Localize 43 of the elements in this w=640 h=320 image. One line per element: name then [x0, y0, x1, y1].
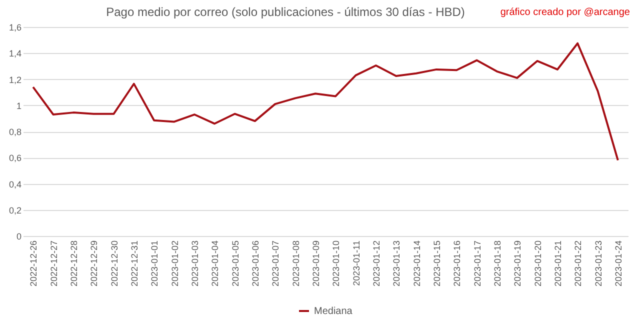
x-tick-label: 2023-01-24	[613, 240, 624, 287]
x-tick-label: 2023-01-12	[371, 240, 382, 287]
x-tick-label: 2023-01-11	[351, 240, 362, 286]
y-tick-label: 0	[16, 232, 22, 242]
x-tick-label: 2023-01-08	[290, 240, 301, 287]
chart-title: Pago medio por correo (solo publicaciones - últimos 30 días - HBD)	[106, 5, 465, 19]
x-tick-label: 2023-01-06	[250, 240, 260, 287]
x-tick-label: 2023-01-01	[150, 240, 160, 287]
x-tick-label: 2022-12-29	[89, 240, 100, 287]
x-tick-label: 2023-01-07	[270, 240, 281, 287]
x-tick-label: 2023-01-23	[593, 240, 604, 287]
x-tick-label: 2023-01-15	[432, 240, 442, 287]
line-series	[32, 42, 619, 162]
x-tick-label: 2023-01-05	[230, 240, 240, 287]
x-tick-label: 2023-01-13	[392, 240, 402, 287]
x-tick-label: 2023-01-03	[190, 240, 200, 287]
x-tick-label: 2022-12-27	[48, 240, 59, 287]
x-tick-label: 2023-01-19	[512, 240, 523, 287]
x-tick-label: 2023-01-14	[412, 240, 422, 287]
y-tick-label: 1,6	[8, 22, 22, 32]
y-tick-label: 0,8	[8, 127, 22, 137]
legend-label: Mediana	[314, 306, 353, 317]
y-tick-label: 0,6	[8, 153, 22, 164]
x-tick-label: 2022-12-28	[68, 240, 79, 287]
x-tick-label: 2023-01-17	[472, 240, 482, 287]
y-tick-label: 1,4	[8, 48, 22, 59]
text: gráfico creado por @arcange	[500, 7, 630, 18]
x-tick-label: 2023-01-09	[310, 240, 321, 287]
x-tick-label: 2023-01-04	[210, 240, 220, 287]
x-tick-label: 2023-01-02	[170, 240, 180, 287]
x-tick-label: 2022-12-31	[129, 240, 140, 287]
x-tick-label: 2023-01-16	[452, 240, 462, 287]
x-tick-label: 2023-01-22	[573, 240, 584, 287]
y-tick-label: 1	[16, 100, 22, 111]
x-tick-label: 2022-12-30	[109, 240, 120, 287]
y-tick-label: 0,2	[8, 205, 22, 216]
x-tick-label: 2023-01-21	[552, 240, 563, 287]
x-tick-label: 2023-01-10	[331, 240, 342, 287]
y-tick-label: 1,2	[8, 74, 22, 85]
x-tick-label: 2023-01-20	[532, 240, 543, 287]
x-tick-label: 2022-12-26	[28, 240, 39, 287]
x-tick-label: 2023-01-18	[492, 240, 502, 287]
y-tick-label: 0,4	[8, 179, 22, 190]
